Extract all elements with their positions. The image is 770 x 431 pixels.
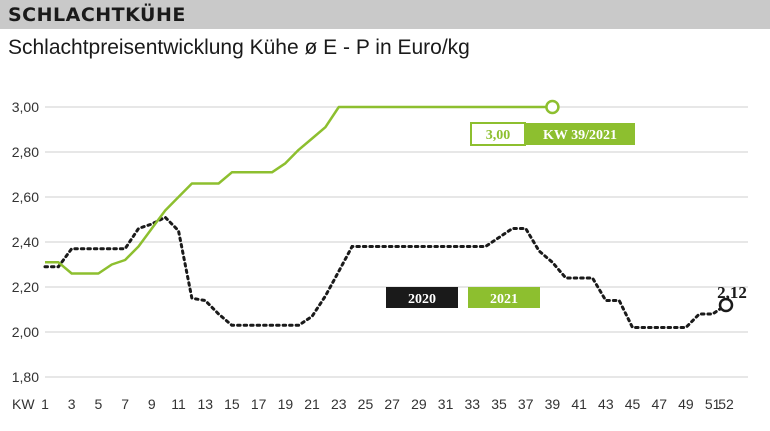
x-tick-label: 7 [121, 396, 129, 412]
x-tick-label: 13 [197, 396, 213, 412]
y-axis-ticks: 1,80 2,00 2,20 2,40 2,60 2,80 3,00 [12, 99, 39, 385]
grid-lines [45, 106, 748, 378]
y-tick-label: 2,20 [12, 279, 39, 295]
x-tick-label: 51 [705, 396, 721, 412]
series-2020-end-marker [718, 297, 734, 313]
y-tick-label: 2,00 [12, 324, 39, 340]
x-tick-label: 21 [304, 396, 320, 412]
x-tick-label: 3 [68, 396, 76, 412]
x-tick-label: 15 [224, 396, 240, 412]
x-tick-label: 41 [571, 396, 587, 412]
y-tick-label: 1,80 [12, 369, 39, 385]
chart-title: SCHLACHTKÜHE [8, 4, 186, 26]
header-bar: SCHLACHTKÜHE [0, 0, 770, 29]
x-axis-label: KW [12, 396, 35, 412]
x-tick-label: 31 [438, 396, 454, 412]
current-week-box [525, 123, 635, 145]
x-tick-label: 17 [251, 396, 267, 412]
x-tick-label: 45 [625, 396, 641, 412]
legend-2021-label: 2021 [490, 292, 518, 307]
x-tick-label: 37 [518, 396, 534, 412]
chart-subtitle: Schlachtpreisentwicklung Kühe ø E - P in… [8, 36, 470, 59]
y-tick-label: 2,60 [12, 189, 39, 205]
x-axis-ticks: 1 3 5 7 9 11 13 15 17 19 21 23 25 27 29 31 33 35 37 39 41 43 4… [41, 396, 734, 412]
x-tick-label: 39 [545, 396, 561, 412]
current-value-label: 3,00 [486, 128, 511, 143]
y-tick-label: 2,40 [12, 234, 39, 250]
x-tick-label: 11 [171, 396, 186, 412]
y-tick-label: 2,80 [12, 144, 39, 160]
x-tick-label: 43 [598, 396, 614, 412]
x-tick-label: 25 [358, 396, 374, 412]
x-tick-label: 33 [465, 396, 481, 412]
legend: 2020 2021 [386, 287, 540, 308]
annotations: 3,00 KW 39/2021 2,12 [470, 122, 747, 302]
x-tick-label: 9 [148, 396, 156, 412]
x-tick-label: 19 [278, 396, 294, 412]
legend-2020-label: 2020 [408, 292, 436, 307]
x-tick-label: 49 [678, 396, 694, 412]
x-tick-label: 35 [491, 396, 507, 412]
legend-2021-swatch [468, 287, 540, 308]
x-tick-label: 5 [95, 396, 103, 412]
x-tick-label: 1 [41, 396, 49, 412]
x-tick-label: 52 [718, 396, 734, 412]
series-lines [43, 99, 734, 329]
end-value-label: 2,12 [717, 283, 747, 302]
x-tick-label: 47 [651, 396, 667, 412]
series-2021-line [45, 105, 553, 275]
x-tick-label: 23 [331, 396, 347, 412]
series-2021-end-marker [545, 99, 560, 115]
y-tick-label: 3,00 [12, 99, 39, 115]
legend-2020-swatch [386, 287, 458, 308]
x-tick-label: 27 [384, 396, 400, 412]
x-tick-label: 29 [411, 396, 427, 412]
current-week-label: KW 39/2021 [543, 128, 617, 143]
